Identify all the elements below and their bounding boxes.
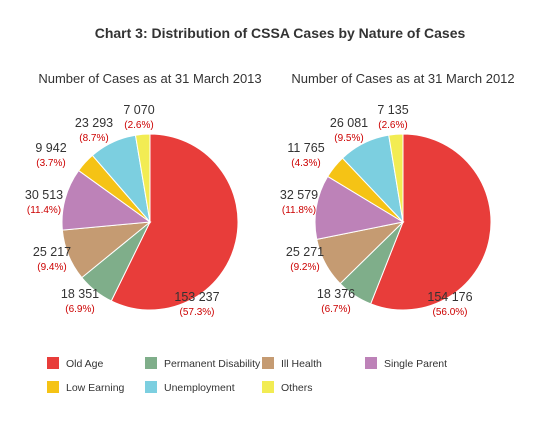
pie-chart-2013	[61, 133, 239, 311]
value-label-others-2013: 7 070	[123, 103, 154, 117]
value-label-unemployment-2013: 23 293	[75, 116, 113, 130]
value-label-ill-health-2013: 25 217	[33, 245, 71, 259]
legend-label-low-earning: Low Earning	[66, 382, 125, 394]
legend-swatch-low-earning	[47, 381, 59, 393]
percent-label-single-parent-2013: (11.4%)	[27, 205, 61, 216]
legend-label-others: Others	[281, 382, 313, 394]
value-label-permanent-disability-2012: 18 376	[317, 287, 355, 301]
value-label-unemployment-2012: 26 081	[330, 116, 368, 130]
value-label-single-parent-2013: 30 513	[25, 188, 63, 202]
value-label-low-earning-2013: 9 942	[35, 141, 66, 155]
legend-swatch-single-parent	[365, 357, 377, 369]
percent-label-permanent-disability-2013: (6.9%)	[65, 304, 94, 315]
pie-slice-others-2013	[134, 133, 151, 223]
value-label-permanent-disability-2013: 18 351	[61, 287, 99, 301]
value-label-ill-health-2012: 25 271	[286, 245, 324, 259]
pie-slice-old-age-2013	[110, 133, 239, 311]
pie-chart-2012	[314, 133, 492, 311]
percent-label-low-earning-2012: (4.3%)	[291, 158, 320, 169]
percent-label-unemployment-2013: (8.7%)	[79, 133, 108, 144]
subtitle-2012: Number of Cases as at 31 March 2012	[291, 71, 514, 86]
chart-title: Chart 3: Distribution of CSSA Cases by N…	[95, 25, 466, 41]
percent-label-unemployment-2012: (9.5%)	[334, 133, 363, 144]
chart-legend: Old Age Permanent Disability Ill Health Sin…	[47, 357, 447, 394]
legend-swatch-unemployment	[145, 381, 157, 393]
pie-slice-single-parent-2013	[61, 169, 152, 231]
value-label-old-age-2013: 153 237	[174, 290, 219, 304]
legend-label-unemployment: Unemployment	[164, 382, 235, 394]
pie-labels-2012: 154 176 (56.0%) 18 376 (6.7%) 25 271 (9.2%) 32…	[280, 103, 473, 318]
percent-label-ill-health-2012: (9.2%)	[290, 262, 319, 273]
percent-label-old-age-2013: (57.3%)	[179, 307, 214, 318]
pie-slice-others-2012	[388, 133, 404, 223]
legend-swatch-others	[262, 381, 274, 393]
value-label-low-earning-2012: 11 765	[287, 141, 324, 155]
pie-labels-2013: 153 237 (57.3%) 18 351 (6.9%) 25 217 (9.4%) 30…	[25, 103, 220, 318]
percent-label-others-2013: (2.6%)	[124, 120, 153, 131]
percent-label-others-2012: (2.6%)	[378, 120, 407, 131]
legend-swatch-permanent-disability	[145, 357, 157, 369]
legend-label-permanent-disability: Permanent Disability	[164, 358, 261, 370]
legend-swatch-old-age	[47, 357, 59, 369]
legend-label-ill-health: Ill Health	[281, 358, 322, 370]
percent-label-single-parent-2012: (11.8%)	[282, 205, 316, 216]
pie-slice-old-age-2012	[370, 133, 492, 311]
value-label-old-age-2012: 154 176	[427, 290, 472, 304]
percent-label-old-age-2012: (56.0%)	[432, 307, 467, 318]
legend-swatch-ill-health	[262, 357, 274, 369]
percent-label-low-earning-2013: (3.7%)	[36, 158, 65, 169]
percent-label-permanent-disability-2012: (6.7%)	[321, 304, 350, 315]
pie-slice-single-parent-2012	[314, 175, 405, 240]
legend-label-single-parent: Single Parent	[384, 358, 447, 370]
percent-label-ill-health-2013: (9.4%)	[37, 262, 66, 273]
value-label-others-2012: 7 135	[377, 103, 408, 117]
value-label-single-parent-2012: 32 579	[280, 188, 318, 202]
subtitle-2013: Number of Cases as at 31 March 2013	[38, 71, 261, 86]
legend-label-old-age: Old Age	[66, 358, 104, 370]
